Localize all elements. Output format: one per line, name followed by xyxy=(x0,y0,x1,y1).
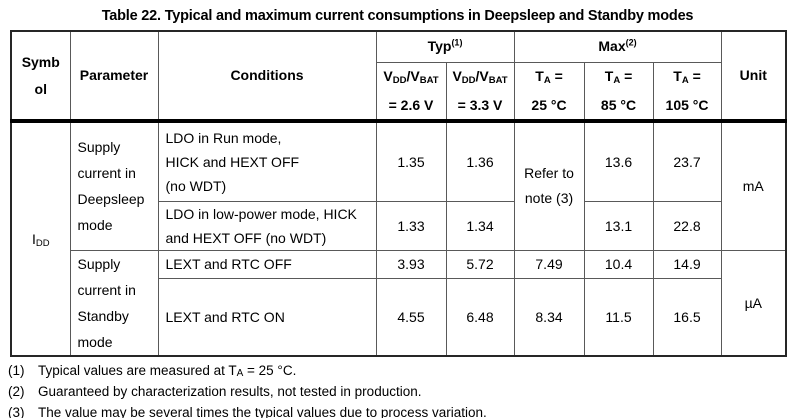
header-ta-85: TA = 85 °C xyxy=(583,61,654,123)
current-consumption-table: Symb ol Parameter Conditions Typ(1) Max(2… xyxy=(10,30,788,357)
cell-row3-typ33: 5.72 xyxy=(445,249,515,279)
header-vdd-26: VDD/VBAT = 2.6 V xyxy=(375,61,447,123)
parameter-deepsleep: Supply current in Deepsleep mode xyxy=(69,120,159,251)
table-title: Table 22. Typical and maximum current co… xyxy=(101,8,694,24)
header-vdd-33: VDD/VBAT = 3.3 V xyxy=(445,61,515,123)
cell-row4-max25: 8.34 xyxy=(513,277,585,357)
typ-footnote-ref: (1) xyxy=(451,37,463,48)
footnote-3-number: (3) xyxy=(8,405,25,418)
header-ta-105: TA = 105 °C xyxy=(652,61,722,123)
cell-refer-note: Refer to note (3) xyxy=(513,120,585,251)
parameter-standby: Supply current in Standby mode xyxy=(69,249,159,357)
footnote-1-text: Typical values are measured at TA = 25 °… xyxy=(38,363,297,379)
unit-ua: µA xyxy=(720,249,787,357)
header-typ: Typ(1) xyxy=(375,30,515,63)
cell-row4-max85: 11.5 xyxy=(583,277,654,357)
footnote-1-number: (1) xyxy=(8,363,25,378)
max-footnote-ref: (2) xyxy=(625,37,637,48)
cell-row1-typ33: 1.36 xyxy=(445,120,515,202)
header-ta-25: TA = 25 °C xyxy=(513,61,585,123)
footnote-2-text: Guaranteed by characterization results, … xyxy=(38,384,422,399)
cell-row2-max85: 13.1 xyxy=(583,200,654,251)
header-parameter: Parameter xyxy=(69,30,159,123)
conditions-ldo-lowpower: LDO in low-power mode, HICK and HEXT OFF … xyxy=(157,200,377,251)
unit-ma: mA xyxy=(720,120,787,251)
footnote-3-text: The value may be several times the typic… xyxy=(38,405,487,418)
conditions-lext-rtc-on: LEXT and RTC ON xyxy=(157,277,377,357)
cell-row2-typ33: 1.34 xyxy=(445,200,515,251)
footnote-1: (1) Typical values are measured at TA = … xyxy=(8,361,795,382)
footnotes: (1) Typical values are measured at TA = … xyxy=(8,361,795,418)
cell-row1-max85: 13.6 xyxy=(583,120,654,202)
cell-row2-typ26: 1.33 xyxy=(375,200,447,251)
footnote-2-number: (2) xyxy=(8,384,25,399)
cell-row1-typ26: 1.35 xyxy=(375,120,447,202)
cell-row3-max85: 10.4 xyxy=(583,249,654,279)
footnote-2: (2) Guaranteed by characterization resul… xyxy=(8,382,795,403)
header-symbol: Symb ol xyxy=(10,30,71,123)
header-max: Max(2) xyxy=(513,30,722,63)
header-unit: Unit xyxy=(720,30,787,123)
conditions-ldo-run: LDO in Run mode, HICK and HEXT OFF (no WDT… xyxy=(157,120,377,202)
cell-row2-max105: 22.8 xyxy=(652,200,722,251)
header-conditions: Conditions xyxy=(157,30,377,123)
cell-row4-typ33: 6.48 xyxy=(445,277,515,357)
conditions-lext-rtc-off: LEXT and RTC OFF xyxy=(157,249,377,279)
cell-row3-typ26: 3.93 xyxy=(375,249,447,279)
cell-row3-max25: 7.49 xyxy=(513,249,585,279)
cell-row4-typ26: 4.55 xyxy=(375,277,447,357)
symbol-idd: IDD xyxy=(10,120,71,357)
cell-row3-max105: 14.9 xyxy=(652,249,722,279)
cell-row1-max105: 23.7 xyxy=(652,120,722,202)
cell-row4-max105: 16.5 xyxy=(652,277,722,357)
footnote-3: (3) The value may be several times the t… xyxy=(8,403,795,418)
